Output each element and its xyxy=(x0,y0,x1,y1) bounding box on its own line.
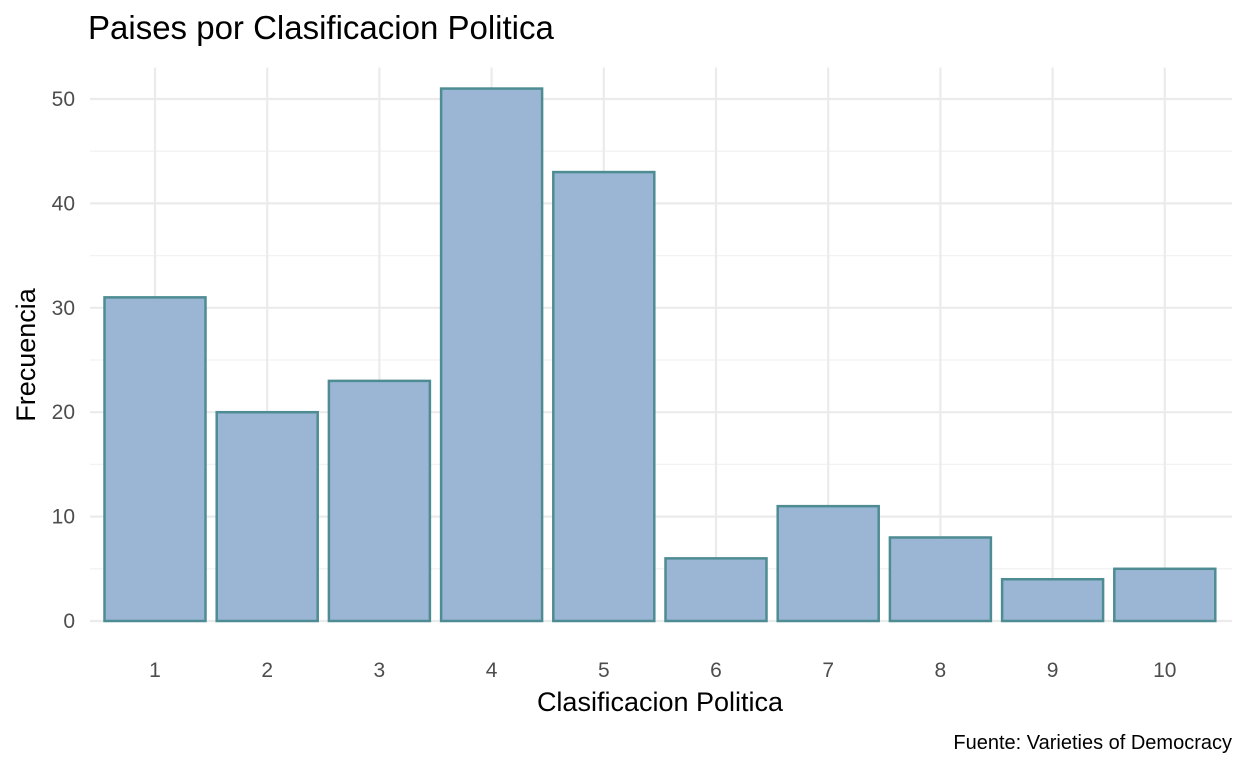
x-tick-label: 10 xyxy=(1153,659,1176,682)
x-tick-label: 9 xyxy=(1047,659,1059,682)
bar xyxy=(103,296,207,623)
x-tick-label: 5 xyxy=(598,659,610,682)
bar xyxy=(776,504,880,623)
y-tick-label: 40 xyxy=(52,192,75,215)
bar xyxy=(664,557,768,623)
chart-caption: Fuente: Varieties of Democracy xyxy=(953,732,1232,754)
x-tick-label: 6 xyxy=(710,659,722,682)
bar xyxy=(1000,577,1105,623)
x-tick-label: 2 xyxy=(261,659,273,682)
y-tick-label: 20 xyxy=(52,401,75,424)
bar xyxy=(1113,567,1217,623)
bar xyxy=(888,536,993,623)
x-tick-label: 8 xyxy=(935,659,947,682)
bar xyxy=(215,410,319,623)
x-tick-label: 4 xyxy=(486,659,498,682)
chart-title: Paises por Clasificacion Politica xyxy=(88,9,555,46)
y-tick-label: 50 xyxy=(52,88,75,111)
y-axis-title: Frecuencia xyxy=(11,287,41,422)
bar xyxy=(439,87,544,623)
bars xyxy=(103,87,1217,623)
bar xyxy=(552,170,656,623)
bar xyxy=(327,379,432,623)
y-tick-label: 0 xyxy=(63,610,75,633)
x-axis-ticks: 1 2 3 4 5 6 7 8 9 10 xyxy=(149,659,1176,682)
y-tick-label: 30 xyxy=(52,297,75,320)
x-tick-label: 7 xyxy=(822,659,834,682)
y-tick-label: 10 xyxy=(52,506,75,529)
x-tick-label: 1 xyxy=(149,659,161,682)
x-tick-label: 3 xyxy=(374,659,386,682)
x-axis-title: Clasificacion Politica xyxy=(537,687,784,717)
y-axis-ticks: 0 10 20 30 40 50 xyxy=(52,88,75,633)
